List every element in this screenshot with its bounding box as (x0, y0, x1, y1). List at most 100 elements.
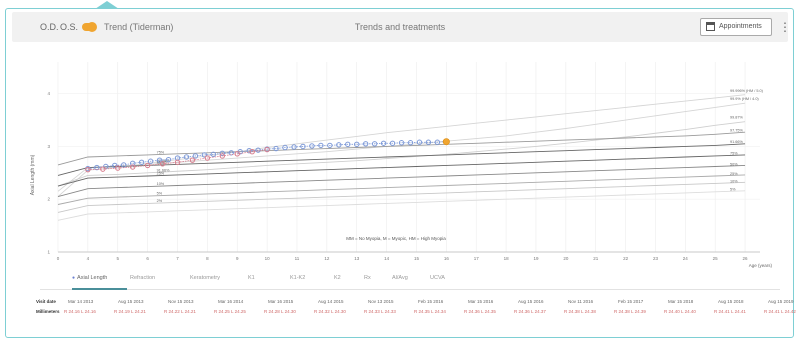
tab-k1-k2[interactable]: K1-K2 (290, 275, 306, 281)
data-point-od (434, 139, 441, 145)
data-point-os (189, 157, 196, 163)
data-point-os (100, 166, 106, 172)
percentile-curve-p2 (57, 102, 746, 192)
visit-value-cell: R 24.32 L 24.30 (314, 309, 346, 314)
data-point-od (129, 160, 136, 167)
data-point-od (362, 141, 369, 147)
tab-ucva[interactable]: UCVA (430, 275, 445, 281)
x-tick-label: 11 (295, 256, 300, 261)
x-tick-label: 23 (653, 256, 659, 261)
percentile-label-right: 97.75% (730, 129, 744, 133)
x-tick-label: 6 (146, 256, 149, 261)
percentile-label-left: 97.75% (157, 159, 171, 163)
tab-k1[interactable]: K1 (248, 275, 255, 281)
percentile-label-right: 99.87% (730, 115, 744, 119)
data-point-od (398, 140, 405, 146)
x-tick-label: 20 (563, 256, 569, 261)
y-tick-label: 3 (47, 144, 50, 149)
data-point-od (192, 153, 199, 159)
tab-refraction[interactable]: Refraction (130, 275, 156, 281)
tab-k2[interactable]: K2 (334, 275, 341, 281)
percentile-label-left: 5% (157, 192, 163, 196)
data-point-od (94, 164, 100, 171)
data-point-od (282, 144, 288, 151)
data-point-os (174, 159, 181, 165)
x-tick-label: 7 (176, 256, 179, 261)
data-point-od (425, 139, 432, 145)
percentile-label-right: 25% (730, 172, 738, 176)
active-tab-indicator (72, 288, 127, 290)
x-tick-label: 14 (384, 256, 390, 261)
data-point-od (165, 156, 172, 163)
percentile-label-left: 10% (157, 182, 165, 186)
x-tick-label: 26 (743, 256, 749, 261)
tab-keratometry[interactable]: Keratometry (190, 275, 220, 281)
data-point-od (201, 152, 208, 158)
x-tick-label: 22 (623, 256, 629, 261)
more-options-icon[interactable]: ⋮ (779, 20, 791, 34)
visit-value-cell: R 24.36 L 24.35 (464, 309, 496, 314)
calendar-icon (706, 22, 715, 31)
visit-date-cell: Mar 16 2015 (268, 299, 294, 304)
x-tick-label: 25 (713, 256, 719, 261)
card-pointer (95, 1, 119, 9)
data-point-od (147, 158, 154, 164)
percentile-label-left: 75% (157, 150, 165, 154)
visit-value-cell: R 24.19 L 24.21 (114, 309, 146, 314)
measurement-tabs: Axial Length Refraction Keratometry K1 K… (40, 270, 780, 290)
percentile-label-right: 10% (730, 179, 738, 183)
percentile-label-right: 99.996% (HM / 5.0) (730, 89, 764, 93)
data-point-od (210, 151, 217, 158)
percentile-label-right: 75% (730, 151, 738, 155)
latest-data-point (442, 138, 450, 146)
percentile-label-left: 25% (157, 172, 165, 176)
x-tick-label: 19 (533, 256, 539, 261)
data-point-od (389, 140, 396, 146)
data-point-od (336, 142, 342, 148)
tab-al-avg[interactable]: Al/Avg (392, 275, 408, 281)
visit-date-cell: Nov 11 2016 (568, 299, 594, 304)
series-line-od (87, 141, 447, 170)
percentile-curve-p1 (57, 94, 746, 197)
data-point-od (273, 145, 279, 152)
appointments-button-label: Appointments (719, 23, 762, 30)
eye-os-icon[interactable]: O.D. (40, 22, 59, 32)
data-point-od (380, 140, 387, 146)
visit-date-cell: Mar 15 2018 (668, 299, 694, 304)
visit-date-cell: Aug 15 2013 (118, 299, 144, 304)
visit-date-cell: Aug 15 2016 (518, 299, 544, 304)
data-point-od (327, 142, 333, 149)
data-point-od (121, 162, 127, 168)
data-point-od (246, 147, 252, 154)
percentile-label-left: 2% (157, 199, 163, 203)
percentile-curve-p5 (57, 143, 746, 176)
visit-value-cell: R 24.38 L 24.39 (614, 309, 646, 314)
tab-rx[interactable]: Rx (364, 275, 371, 281)
y-tick-label: 1 (47, 250, 50, 255)
visits-table: Visit date Millimeters Mar 14 2013 R 24.1… (30, 297, 796, 323)
visit-value-cell: R 24.41 L 24.41 (714, 309, 746, 314)
x-tick-label: 18 (504, 256, 510, 261)
x-axis-label: Age (years) (749, 263, 773, 268)
chart-annotation: MM = No Myopia, M = Myopic, HM = High My… (346, 236, 446, 241)
data-point-os (249, 149, 255, 155)
x-tick-label: 5 (116, 256, 119, 261)
data-point-os (115, 165, 121, 171)
x-tick-label: 24 (683, 256, 689, 261)
data-point-od (318, 142, 324, 149)
data-point-od (407, 140, 414, 146)
millimeters-header: Millimeters (36, 309, 60, 314)
visit-date-cell: Feb 15 2017 (618, 299, 644, 304)
visit-value-cell: R 24.38 L 24.38 (564, 309, 596, 314)
visit-value-cell: R 24.16 L 24.16 (64, 309, 96, 314)
visit-value-cell: R 24.33 L 24.33 (364, 309, 396, 314)
percentile-curve-p8 (57, 174, 746, 205)
eye-od-icon[interactable]: O.S. (60, 22, 79, 32)
tab-axial-length[interactable]: Axial Length (72, 275, 107, 281)
trend-toggle[interactable] (82, 22, 97, 32)
visit-date-cell: Nov 15 2013 (168, 299, 194, 304)
appointments-button[interactable]: Appointments (700, 18, 772, 36)
data-point-od (345, 141, 351, 148)
data-point-os (129, 164, 136, 170)
data-point-od (300, 143, 306, 150)
